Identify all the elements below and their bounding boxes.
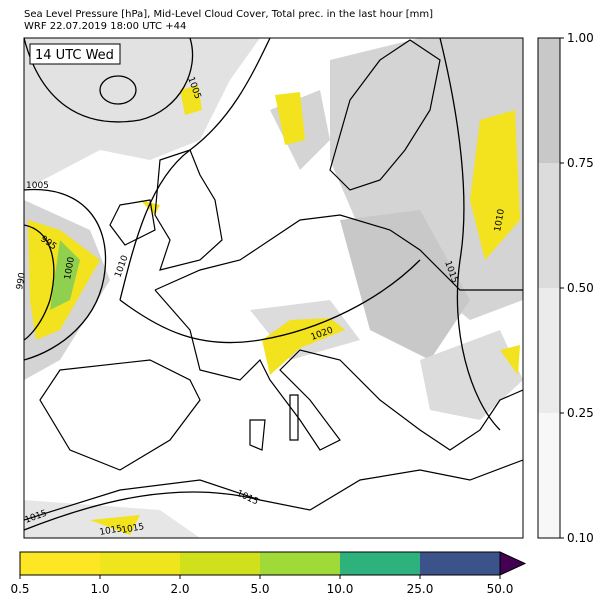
cloud-color-segment (538, 413, 560, 538)
map-frame (23, 37, 524, 539)
cloud-colorbar: 0.10 0.25 0.50 0.75 1.00 (537, 31, 594, 545)
precip-color-segment (260, 552, 340, 575)
precip-tick-label: 5.0 (250, 582, 269, 596)
time-box (29, 43, 121, 65)
precip-color-segment (340, 552, 420, 575)
coastlines (24, 39, 523, 521)
title: Sea Level Pressure [hPa], Mid-Level Clou… (24, 9, 433, 20)
precip-extend-arrow (499, 551, 527, 576)
cloud-tick-label: 0.50 (567, 281, 594, 295)
precip-tick-label: 10.0 (327, 582, 354, 596)
isobars (24, 38, 501, 531)
precip-tick-label: 50.0 (487, 582, 514, 596)
isobar-label: 1005 (26, 181, 49, 191)
cloud-color-segment (538, 288, 560, 413)
precip-color-segment (100, 552, 180, 575)
precip-tick-label: 0.5 (10, 582, 29, 596)
subtitle: WRF 22.07.2019 18:00 UTC +44 (24, 21, 186, 32)
precip-color-segment (20, 552, 100, 575)
precip-tick-label: 2.0 (170, 582, 189, 596)
isobar-label: 1015 (121, 522, 145, 536)
cloud-tick-label: 0.10 (567, 531, 594, 545)
precip-color-segment (420, 552, 500, 575)
cloud-tick-label: 0.25 (567, 406, 594, 420)
isobar-label: 1000 (63, 256, 77, 281)
time-label: 14 UTC Wed (35, 48, 114, 63)
cloud-color-segment (538, 163, 560, 288)
precip-tick-label: 1.0 (90, 582, 109, 596)
cloud-tick-label: 1.00 (567, 31, 594, 45)
precip-heavy (50, 240, 80, 310)
precip-tick-label: 25.0 (407, 582, 434, 596)
cloud-color-segment (538, 38, 560, 163)
precip-color-segment (180, 552, 260, 575)
cloud-tick-label: 0.75 (567, 156, 594, 170)
isobar-label: 1010 (493, 208, 507, 233)
isobar-label: 990 (15, 272, 28, 291)
precip-colorbar: 0.5 1.0 2.0 5.0 10.0 25.0 50.0 (10, 551, 527, 596)
isobar-label: 1015 (99, 524, 123, 538)
